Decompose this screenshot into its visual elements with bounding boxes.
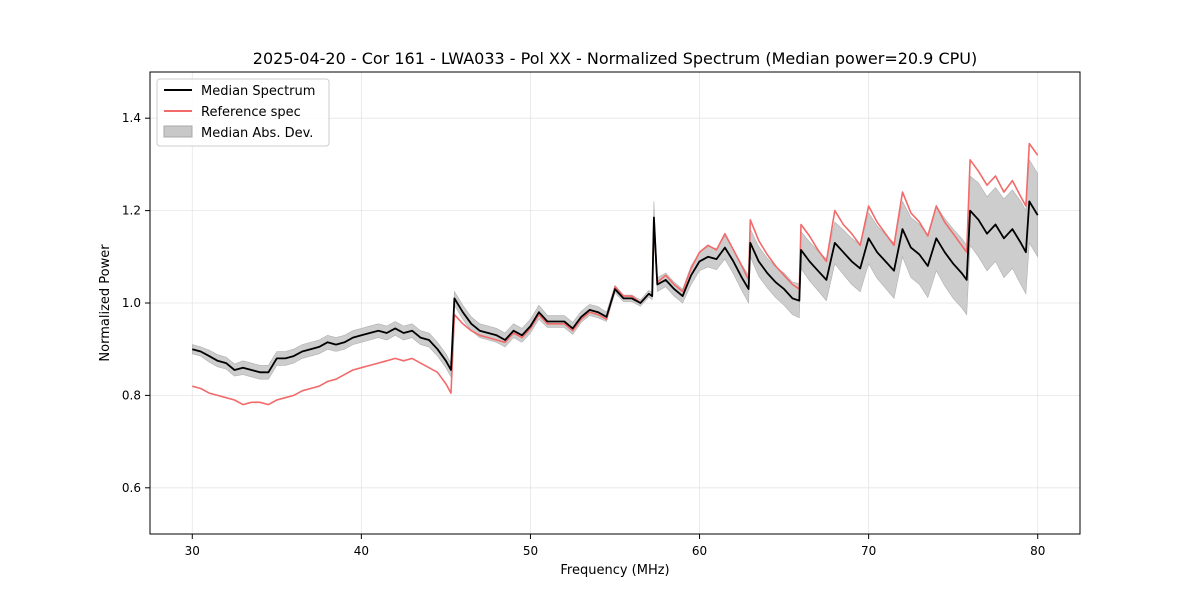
y-tick-label: 1.0 — [122, 296, 141, 310]
legend-label-median: Median Spectrum — [201, 84, 315, 99]
legend-label-mad: Median Abs. Dev. — [201, 126, 313, 141]
mad-band-layer — [192, 158, 1038, 380]
y-tick-label: 0.8 — [122, 388, 141, 402]
x-tick-label: 50 — [523, 544, 538, 558]
legend-swatch-mad — [163, 125, 193, 138]
y-tick-label: 1.2 — [122, 204, 141, 218]
x-tick-label: 30 — [185, 544, 200, 558]
x-tick-label: 80 — [1030, 544, 1045, 558]
x-tick-label: 60 — [692, 544, 707, 558]
mad-band — [192, 158, 1038, 380]
y-axis-label: Normalized Power — [98, 244, 113, 362]
y-tick-label: 0.6 — [122, 481, 141, 495]
series-layer — [192, 142, 1039, 406]
chart-title: 2025-04-20 - Cor 161 - LWA033 - Pol XX -… — [253, 49, 977, 68]
reference-spec-line — [192, 142, 1039, 406]
x-axis-ticks: 30 40 50 60 70 80 — [185, 534, 1045, 558]
y-axis-ticks: 0.6 0.8 1.0 1.2 1.4 — [122, 111, 150, 495]
median-spectrum-line — [192, 200, 1039, 374]
y-tick-label: 1.4 — [122, 111, 141, 125]
x-axis-label: Frequency (MHz) — [560, 563, 669, 578]
x-tick-label: 40 — [354, 544, 369, 558]
plot-area — [149, 71, 1081, 535]
grid-lines — [150, 72, 1080, 534]
legend-box — [156, 78, 330, 147]
legend-label-reference: Reference spec — [201, 105, 301, 120]
x-tick-label: 70 — [861, 544, 876, 558]
legend: Median Spectrum Reference spec Median Ab… — [156, 78, 330, 147]
